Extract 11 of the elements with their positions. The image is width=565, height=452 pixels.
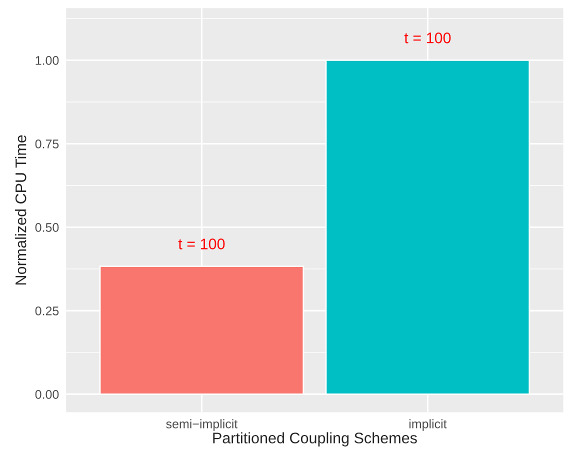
y-tick-label: 0.50 (35, 223, 59, 232)
x-tick-label: semi−implicit (166, 419, 238, 431)
annotation: t = 100 (178, 238, 225, 250)
annotation: t = 100 (404, 32, 451, 44)
y-axis-title: Normalized CPU Time (15, 135, 26, 284)
x-tick-label: implicit (409, 419, 447, 431)
y-tick-label: 0.00 (35, 390, 59, 399)
y-tick-label: 1.00 (36, 56, 59, 65)
y-tick-label: 0.25 (35, 306, 59, 316)
x-axis-title: Partitioned Coupling Schemes (213, 432, 417, 446)
y-tick-label: 0.75 (35, 140, 59, 148)
